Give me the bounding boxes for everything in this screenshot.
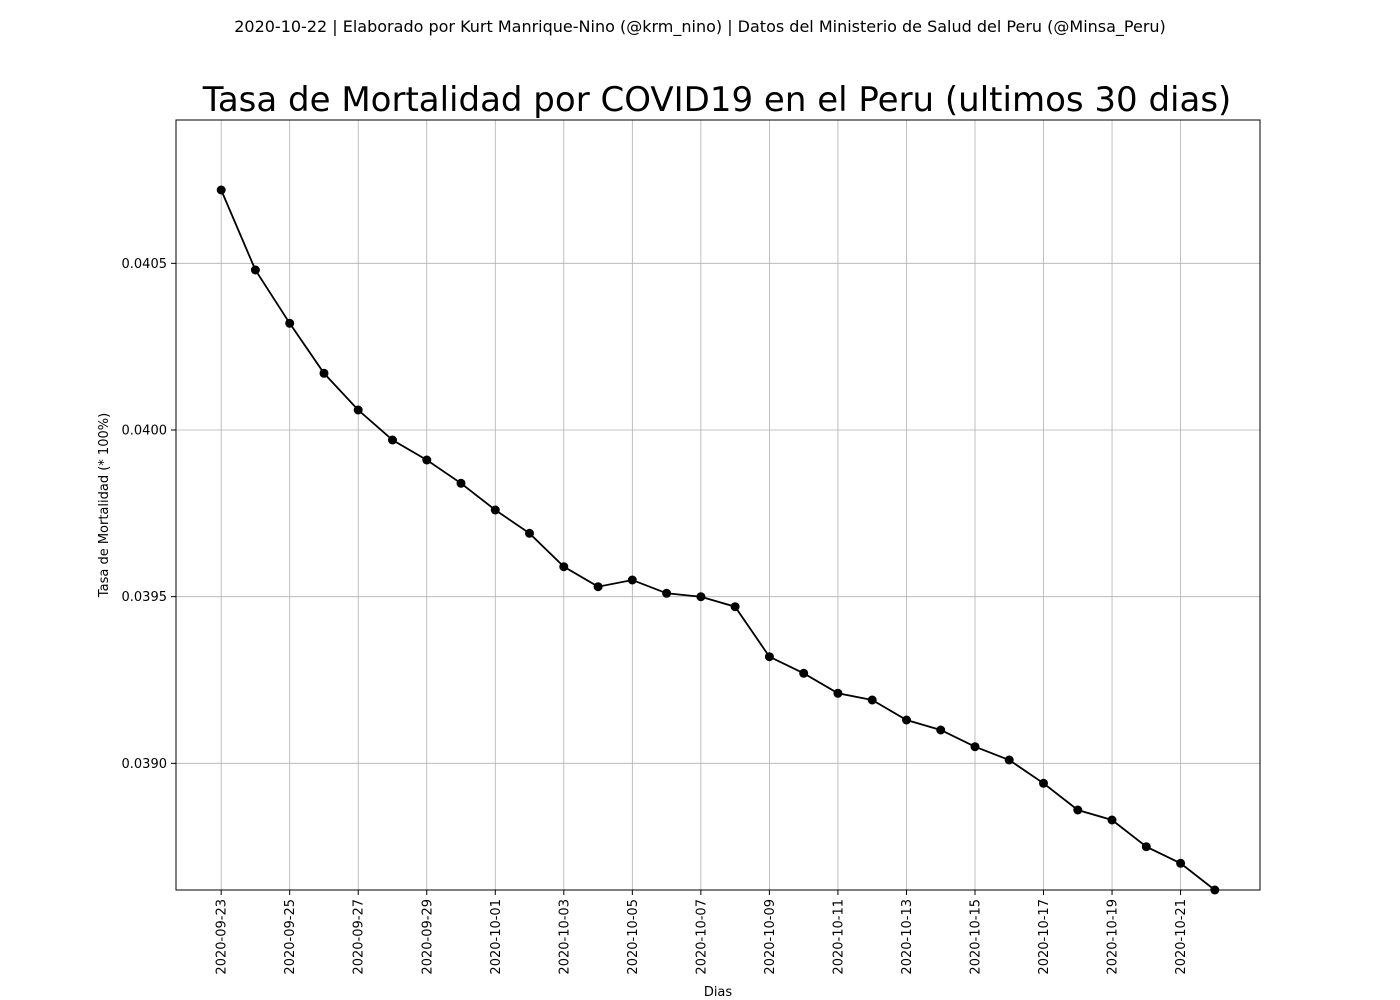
- y-tick-label: 0.0405: [122, 257, 168, 272]
- data-point: [250, 265, 260, 275]
- data-point: [902, 715, 911, 725]
- x-tick-label: 2020-10-01: [489, 899, 504, 975]
- x-tick-label: 2020-10-15: [968, 899, 983, 975]
- x-tick-label: 2020-10-17: [1037, 899, 1052, 975]
- data-point: [490, 505, 500, 515]
- data-point: [764, 652, 774, 662]
- x-tick-label: 2020-10-09: [763, 899, 778, 975]
- x-tick-label: 2020-09-23: [215, 899, 230, 975]
- y-axis-label: Tasa de Mortalidad (* 100%): [97, 413, 112, 598]
- data-point: [970, 742, 980, 752]
- x-tick-label: 2020-09-29: [420, 899, 435, 975]
- grid: [176, 120, 1260, 890]
- data-point: [353, 405, 363, 415]
- x-tick-label: 2020-10-11: [831, 899, 846, 975]
- data-point: [1141, 842, 1151, 852]
- chart-supertitle: 2020-10-22 | Elaborado por Kurt Manrique…: [234, 17, 1166, 36]
- data-point: [285, 318, 295, 328]
- data-point: [1176, 858, 1186, 868]
- series-mortality-rate: [216, 185, 1220, 895]
- data-point: [593, 582, 603, 592]
- data-point: [867, 695, 877, 705]
- data-point: [525, 528, 534, 538]
- data-point: [422, 455, 432, 465]
- data-point: [799, 668, 809, 678]
- data-point: [319, 368, 329, 378]
- y-tick-label: 0.0395: [122, 590, 168, 605]
- series-line: [220, 189, 1216, 891]
- data-point: [1073, 805, 1083, 815]
- y-axis-ticks: 0.0390 0.0395 0.0400 0.0405: [122, 257, 176, 772]
- x-axis-label: Dias: [704, 985, 733, 1000]
- x-tick-label: 2020-09-27: [352, 899, 367, 975]
- data-point: [662, 588, 672, 598]
- data-point: [559, 562, 569, 572]
- x-tick-label: 2020-10-19: [1106, 899, 1121, 975]
- data-point: [456, 478, 466, 488]
- data-point: [1039, 778, 1048, 788]
- data-point: [1004, 755, 1014, 765]
- data-point: [216, 185, 226, 195]
- x-axis-ticks: 2020-09-23 2020-09-25 2020-09-27 2020-09-29…: [215, 890, 1189, 975]
- x-tick-label: 2020-10-05: [626, 899, 641, 975]
- x-tick-label: 2020-10-21: [1174, 899, 1189, 975]
- y-tick-label: 0.0400: [122, 424, 168, 439]
- data-point: [936, 725, 946, 735]
- data-point: [1107, 815, 1117, 825]
- data-point: [627, 575, 637, 585]
- x-tick-label: 2020-10-07: [694, 899, 709, 975]
- data-point: [833, 688, 843, 698]
- x-tick-label: 2020-10-03: [557, 899, 572, 975]
- y-tick-label: 0.0390: [122, 757, 168, 772]
- data-point: [730, 602, 740, 612]
- x-tick-label: 2020-09-25: [283, 899, 298, 975]
- data-point: [388, 435, 397, 445]
- data-point: [696, 592, 706, 602]
- plot-area-frame: [175, 119, 1261, 891]
- x-tick-label: 2020-10-13: [900, 899, 915, 975]
- chart-title: Tasa de Mortalidad por COVID19 en el Per…: [202, 80, 1232, 120]
